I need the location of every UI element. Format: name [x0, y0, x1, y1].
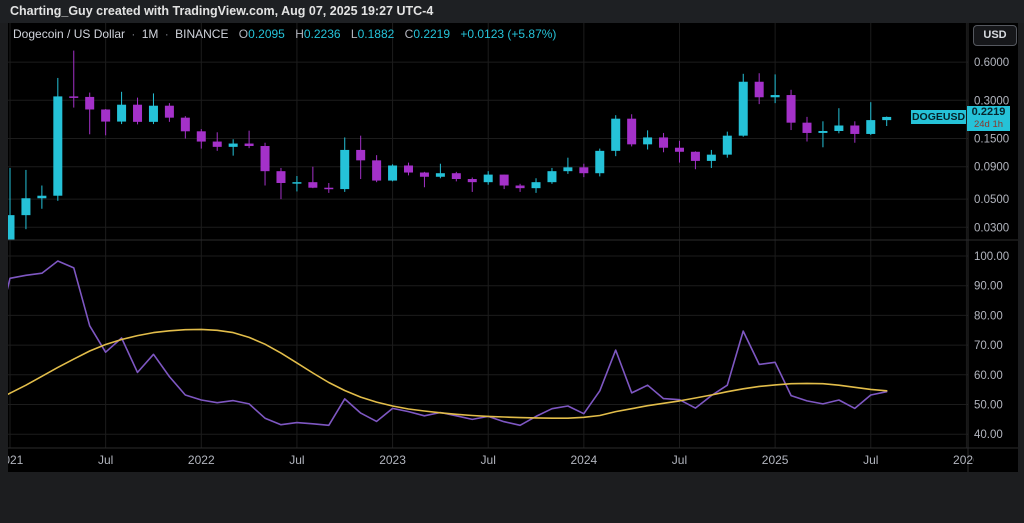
- legend-separator: ·: [131, 27, 136, 41]
- symbol-price-tag: DOGEUSD: [911, 110, 966, 124]
- time-axis-labels: 2021 Jul 2022 Jul 2023 Jul 2024 Jul 2025 Jul 2026: [8, 453, 980, 467]
- svg-text:Jul: Jul: [98, 453, 113, 467]
- legend-separator: ·: [164, 27, 169, 41]
- close-label: C: [404, 27, 414, 41]
- last-price-value: 0.2219: [971, 106, 1006, 118]
- svg-text:0.3000: 0.3000: [974, 95, 1009, 107]
- svg-text:0.0500: 0.0500: [974, 194, 1009, 206]
- svg-text:100.00: 100.00: [974, 251, 1009, 263]
- currency-toggle-button[interactable]: USD: [973, 25, 1017, 46]
- svg-text:40.00: 40.00: [974, 429, 1003, 441]
- low-value: 0.1882: [357, 27, 395, 41]
- svg-text:80.00: 80.00: [974, 310, 1003, 322]
- change-value: +0.0123 (+5.87%): [460, 27, 557, 41]
- svg-text:0.1500: 0.1500: [974, 134, 1009, 146]
- svg-text:Jul: Jul: [289, 453, 304, 467]
- svg-text:2025: 2025: [762, 453, 789, 467]
- svg-text:90.00: 90.00: [974, 281, 1003, 293]
- candlestick-series: [8, 50, 892, 240]
- svg-text:0.6000: 0.6000: [974, 57, 1009, 69]
- open-value: 0.2095: [248, 27, 285, 41]
- svg-text:70.00: 70.00: [974, 340, 1003, 352]
- attribution-text: Charting_Guy created with TradingView.co…: [10, 4, 434, 18]
- svg-text:Jul: Jul: [672, 453, 687, 467]
- svg-text:2026: 2026: [953, 453, 980, 467]
- svg-text:Jul: Jul: [863, 453, 878, 467]
- low-label: L: [350, 27, 358, 41]
- svg-text:2021: 2021: [8, 453, 24, 467]
- svg-text:0.0900: 0.0900: [974, 162, 1009, 174]
- symbol-title[interactable]: Dogecoin / US Dollar: [13, 27, 126, 41]
- ohlc-legend: Dogecoin / US Dollar · 1M · BINANCE O0.2…: [13, 27, 556, 41]
- svg-text:50.00: 50.00: [974, 400, 1003, 412]
- svg-text:2022: 2022: [188, 453, 215, 467]
- svg-text:0.0300: 0.0300: [974, 222, 1009, 234]
- svg-text:60.00: 60.00: [974, 370, 1003, 382]
- footer-bar: TradingView: [0, 472, 1024, 523]
- open-label: O: [238, 27, 249, 41]
- svg-text:2023: 2023: [379, 453, 406, 467]
- high-value: 0.2236: [303, 27, 341, 41]
- exchange-label: BINANCE: [175, 27, 229, 41]
- svg-text:Jul: Jul: [481, 453, 496, 467]
- rsi-pane-series: [8, 260, 888, 427]
- chart-canvas[interactable]: 0.6000 0.3000 0.1500 0.0900 0.0500 0.0300 100.…: [8, 23, 1018, 472]
- close-value: 0.2219: [413, 27, 451, 41]
- last-price-axis-label: 0.2219 24d 1h: [967, 106, 1010, 131]
- high-label: H: [295, 27, 304, 41]
- bar-close-countdown: 24d 1h: [973, 119, 1004, 130]
- title-bar: Charting_Guy created with TradingView.co…: [0, 0, 1024, 23]
- chart-area[interactable]: 0.6000 0.3000 0.1500 0.0900 0.0500 0.0300 100.…: [8, 23, 1018, 472]
- svg-text:2024: 2024: [570, 453, 597, 467]
- interval-label[interactable]: 1M: [141, 27, 159, 41]
